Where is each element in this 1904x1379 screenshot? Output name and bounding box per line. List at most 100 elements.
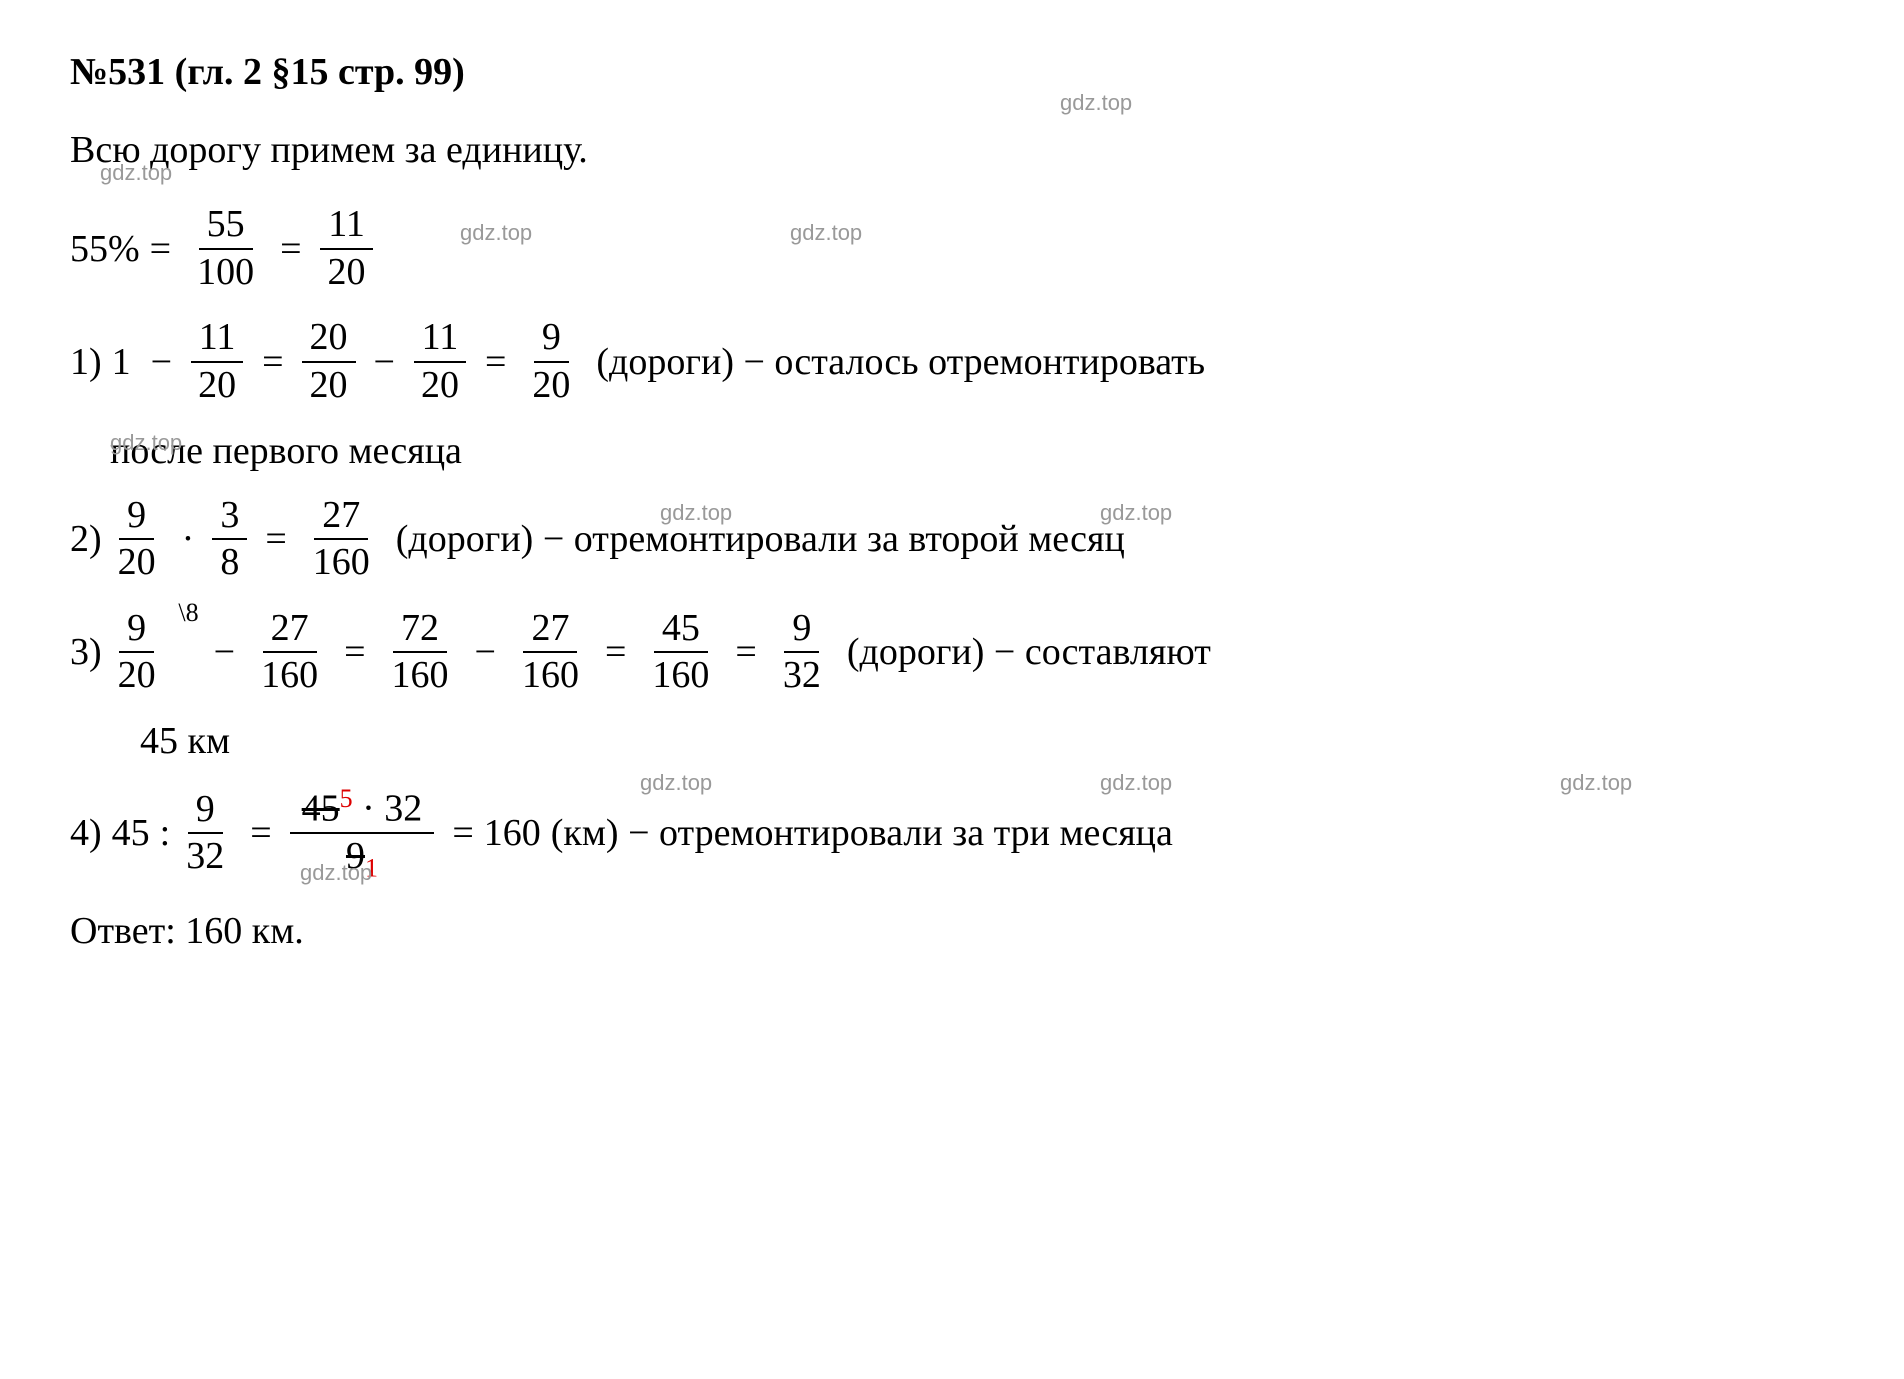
fraction: 45 160 xyxy=(644,606,717,699)
denominator: 160 xyxy=(305,540,378,586)
denominator: 160 xyxy=(644,653,717,699)
step-tail: (км) − отремонтировали за три месяца xyxy=(551,811,1173,855)
equals: = xyxy=(452,811,473,855)
denominator: 20 xyxy=(302,363,356,409)
step-1-continuation: после первого месяца xyxy=(110,429,1834,473)
numerator: 11 xyxy=(320,202,373,250)
numerator: 9 xyxy=(784,606,819,654)
step-tail: (дороги) − осталось отремонтировать xyxy=(596,340,1205,384)
denominator: 160 xyxy=(384,653,457,699)
numerator: 45 xyxy=(654,606,708,654)
fraction: 3 8 xyxy=(212,493,247,586)
fraction: 9 20 xyxy=(524,315,578,408)
numerator: 3 xyxy=(212,493,247,541)
denominator: 8 xyxy=(212,540,247,586)
step-tail: (дороги) − составляют xyxy=(847,630,1211,674)
lcm-marker: \8 xyxy=(178,598,198,628)
step-3: 3) 9 20 \8 − 27 160 = 72 160 − 27 160 = … xyxy=(70,606,1834,699)
equals: = xyxy=(735,630,756,674)
numerator-tail: · 32 xyxy=(362,788,422,830)
denominator: 100 xyxy=(189,250,262,296)
denominator: 32 xyxy=(178,834,232,880)
denominator: 20 xyxy=(320,250,374,296)
fraction: 27 160 xyxy=(305,493,378,586)
equals: = xyxy=(485,340,506,384)
reduced-value: 5 xyxy=(340,784,353,813)
divide: : xyxy=(160,811,171,855)
problem-title: №531 (гл. 2 §15 стр. 99) xyxy=(70,50,1834,94)
minus: − xyxy=(214,630,235,674)
watermark: gdz.top xyxy=(460,220,532,246)
equals: = xyxy=(605,630,626,674)
watermark: gdz.top xyxy=(100,160,172,186)
fraction: 11 20 xyxy=(413,315,467,408)
denominator: 32 xyxy=(775,653,829,699)
watermark: gdz.top xyxy=(1100,500,1172,526)
numerator: 9 xyxy=(188,787,223,835)
fraction: 9 32 xyxy=(178,787,232,880)
numerator: 9 xyxy=(534,315,569,363)
fraction: 9 32 xyxy=(775,606,829,699)
percent-lhs: 55% xyxy=(70,227,140,271)
intro-text: Всю дорогу примем за единицу. xyxy=(70,124,1834,177)
minus: − xyxy=(374,340,395,384)
equals: = xyxy=(265,517,286,561)
watermark: gdz.top xyxy=(790,220,862,246)
equals: = xyxy=(344,630,365,674)
percent-equation: 55% = 55 100 = 11 20 xyxy=(70,202,1834,295)
fraction: 55 100 xyxy=(189,202,262,295)
watermark: gdz.top xyxy=(110,430,182,456)
denominator: 20 xyxy=(110,653,164,699)
numerator: 455 · 32 xyxy=(290,783,435,834)
multiply: · xyxy=(182,517,195,561)
minus: − xyxy=(475,630,496,674)
whole-number: 1 xyxy=(112,340,131,384)
denominator: 20 xyxy=(110,540,164,586)
step-label: 1) xyxy=(70,340,102,384)
watermark: gdz.top xyxy=(1100,770,1172,796)
numerator: 27 xyxy=(523,606,577,654)
step-3-continuation: 45 км xyxy=(140,719,1834,763)
denominator: 20 xyxy=(190,363,244,409)
numerator: 55 xyxy=(199,202,253,250)
fraction: 11 20 xyxy=(190,315,244,408)
watermark: gdz.top xyxy=(300,860,372,886)
answer-text: Ответ: 160 км. xyxy=(70,909,1834,953)
step-label: 4) xyxy=(70,811,102,855)
fraction: 9 20 \8 xyxy=(110,606,164,699)
watermark: gdz.top xyxy=(1560,770,1632,796)
numerator: 11 xyxy=(414,315,467,363)
fraction: 27 160 xyxy=(514,606,587,699)
fraction: 27 160 xyxy=(253,606,326,699)
step-2: 2) 9 20 · 3 8 = 27 160 (дороги) − отремо… xyxy=(70,493,1834,586)
minus: − xyxy=(151,340,172,384)
equals: = xyxy=(262,340,283,384)
equals: = xyxy=(250,811,271,855)
step-label: 2) xyxy=(70,517,102,561)
numerator: 20 xyxy=(302,315,356,363)
fraction: 72 160 xyxy=(384,606,457,699)
numerator: 11 xyxy=(191,315,244,363)
equals: = xyxy=(280,227,301,271)
denominator: 160 xyxy=(514,653,587,699)
fraction: 20 20 xyxy=(302,315,356,408)
numerator: 9 xyxy=(119,493,154,541)
watermark: gdz.top xyxy=(1060,90,1132,116)
step-1: 1) 1 − 11 20 = 20 20 − 11 20 = 9 20 (дор… xyxy=(70,315,1834,408)
result-value: 160 xyxy=(484,811,541,855)
numerator: 72 xyxy=(393,606,447,654)
denominator: 160 xyxy=(253,653,326,699)
numerator: 27 xyxy=(263,606,317,654)
cancelled-value: 45 xyxy=(302,788,340,830)
step-label: 3) xyxy=(70,630,102,674)
denominator: 20 xyxy=(524,363,578,409)
fraction: 9 20 xyxy=(110,493,164,586)
numerator: 9 xyxy=(119,606,154,654)
numerator: 27 xyxy=(314,493,368,541)
denominator: 20 xyxy=(413,363,467,409)
whole-number: 45 xyxy=(112,811,150,855)
step-tail: (дороги) − отремонтировали за второй мес… xyxy=(396,517,1125,561)
watermark: gdz.top xyxy=(640,770,712,796)
equals: = xyxy=(150,227,171,271)
fraction: 11 20 xyxy=(320,202,374,295)
